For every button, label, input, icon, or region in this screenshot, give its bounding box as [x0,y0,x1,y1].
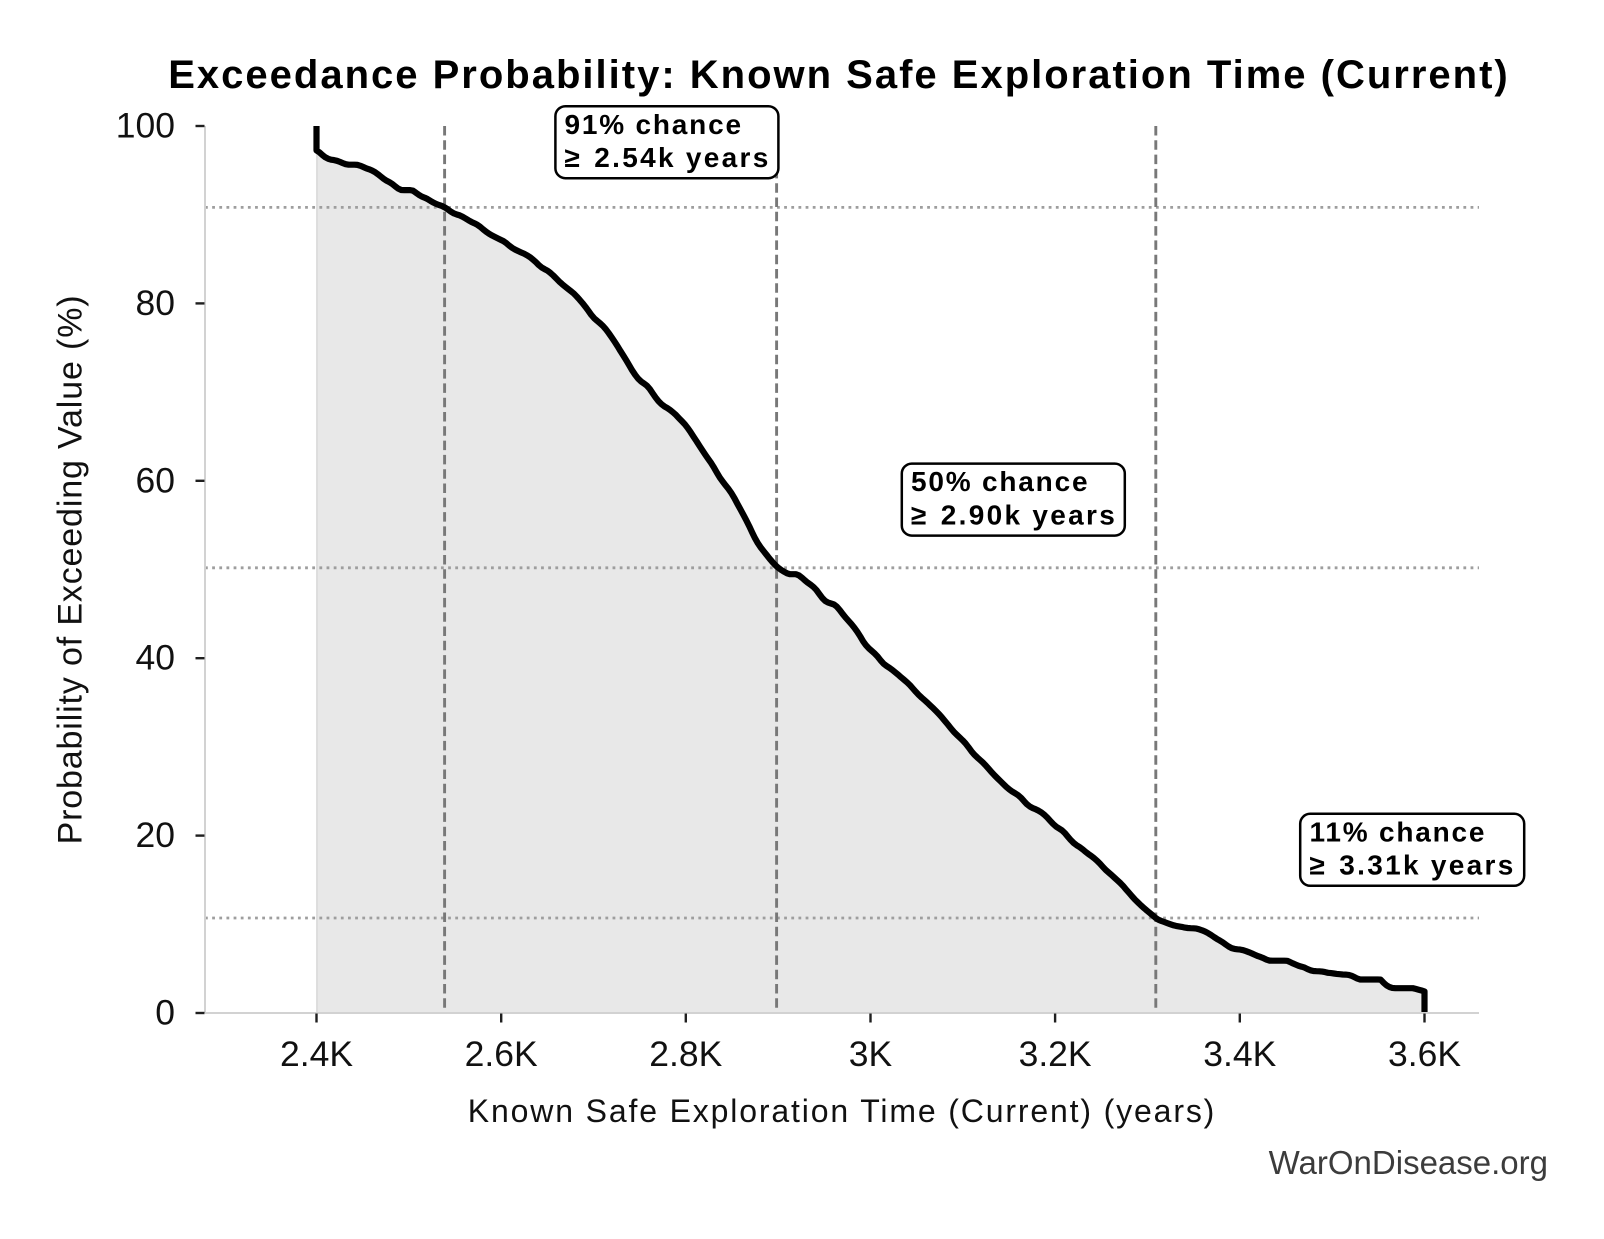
svg-text:≥ 2.54k years: ≥ 2.54k years [565,142,771,173]
svg-text:40: 40 [136,638,176,678]
svg-text:3.2K: 3.2K [1019,1034,1092,1074]
svg-text:Known Safe Exploration Time (C: Known Safe Exploration Time (Current) (y… [468,1093,1216,1129]
svg-text:Exceedance Probability: Known: Exceedance Probability: Known Safe Explo… [168,53,1510,97]
svg-text:3.4K: 3.4K [1203,1034,1276,1074]
svg-text:60: 60 [136,460,176,500]
svg-text:3.6K: 3.6K [1388,1034,1461,1074]
svg-text:WarOnDisease.org: WarOnDisease.org [1269,1144,1548,1181]
svg-text:100: 100 [116,106,175,146]
svg-text:50% chance: 50% chance [911,466,1089,497]
svg-text:11% chance: 11% chance [1310,816,1487,847]
svg-text:91% chance: 91% chance [565,109,743,140]
svg-text:Probability of Exceeding Value: Probability of Exceeding Value (%) [52,295,90,845]
svg-text:2.4K: 2.4K [280,1034,353,1074]
svg-text:≥ 2.90k years: ≥ 2.90k years [911,499,1117,530]
svg-text:20: 20 [136,815,176,855]
svg-text:2.6K: 2.6K [465,1034,538,1074]
svg-text:0: 0 [155,993,175,1033]
svg-text:≥ 3.31k years: ≥ 3.31k years [1310,850,1516,881]
svg-text:80: 80 [136,283,176,323]
svg-text:3K: 3K [849,1034,893,1074]
svg-text:2.8K: 2.8K [649,1034,722,1074]
